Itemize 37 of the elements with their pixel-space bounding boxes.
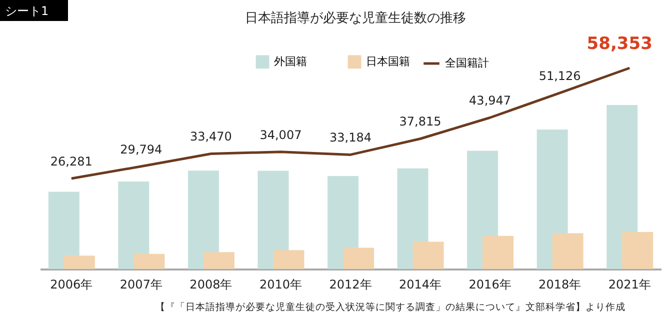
x-tick-label: 2014年 [399,278,442,292]
data-label: 33,470 [190,130,232,144]
data-label: 43,947 [469,94,512,108]
chart-title: 日本語指導が必要な児童生徒数の推移 [245,10,466,26]
x-tick-label: 2012年 [329,278,372,292]
bar [482,236,514,269]
text: シート1 [5,4,49,18]
x-tick-label: 2008年 [190,278,232,292]
data-label: 37,815 [399,114,442,129]
bar [134,254,165,269]
x-tick-label: 2006年 [50,278,93,292]
data-label: 26,281 [50,154,92,168]
bar [203,252,234,269]
bar [552,233,584,269]
legend-label: 日本国籍 [366,54,410,68]
bar [188,170,219,269]
bar [622,232,654,269]
data-label: 29,794 [120,142,162,156]
x-tick-label: 2007年 [120,278,162,292]
bar [343,248,374,269]
bar [64,256,95,269]
data-label: 51,126 [538,68,581,83]
x-tick-label: 2016年 [468,278,512,292]
legend-label: 全国籍計 [445,56,489,70]
bar [273,250,304,269]
data-label: 58,353 [586,34,652,54]
data-label: 34,007 [260,128,302,142]
x-tick-label: 2021年 [608,278,651,292]
bar [48,192,80,269]
x-tick-label: 2018年 [538,278,582,292]
bar [118,181,150,269]
text: 【『「日本語指導が必要な児童生徒の受入状況等に関する調査」の結果について』文部科学省】より作成 [156,301,626,313]
bar [258,170,289,269]
legend-label: 外国籍 [274,54,307,68]
data-label: 33,184 [330,130,372,145]
bar [412,242,444,269]
x-tick-label: 2010年 [259,278,302,292]
